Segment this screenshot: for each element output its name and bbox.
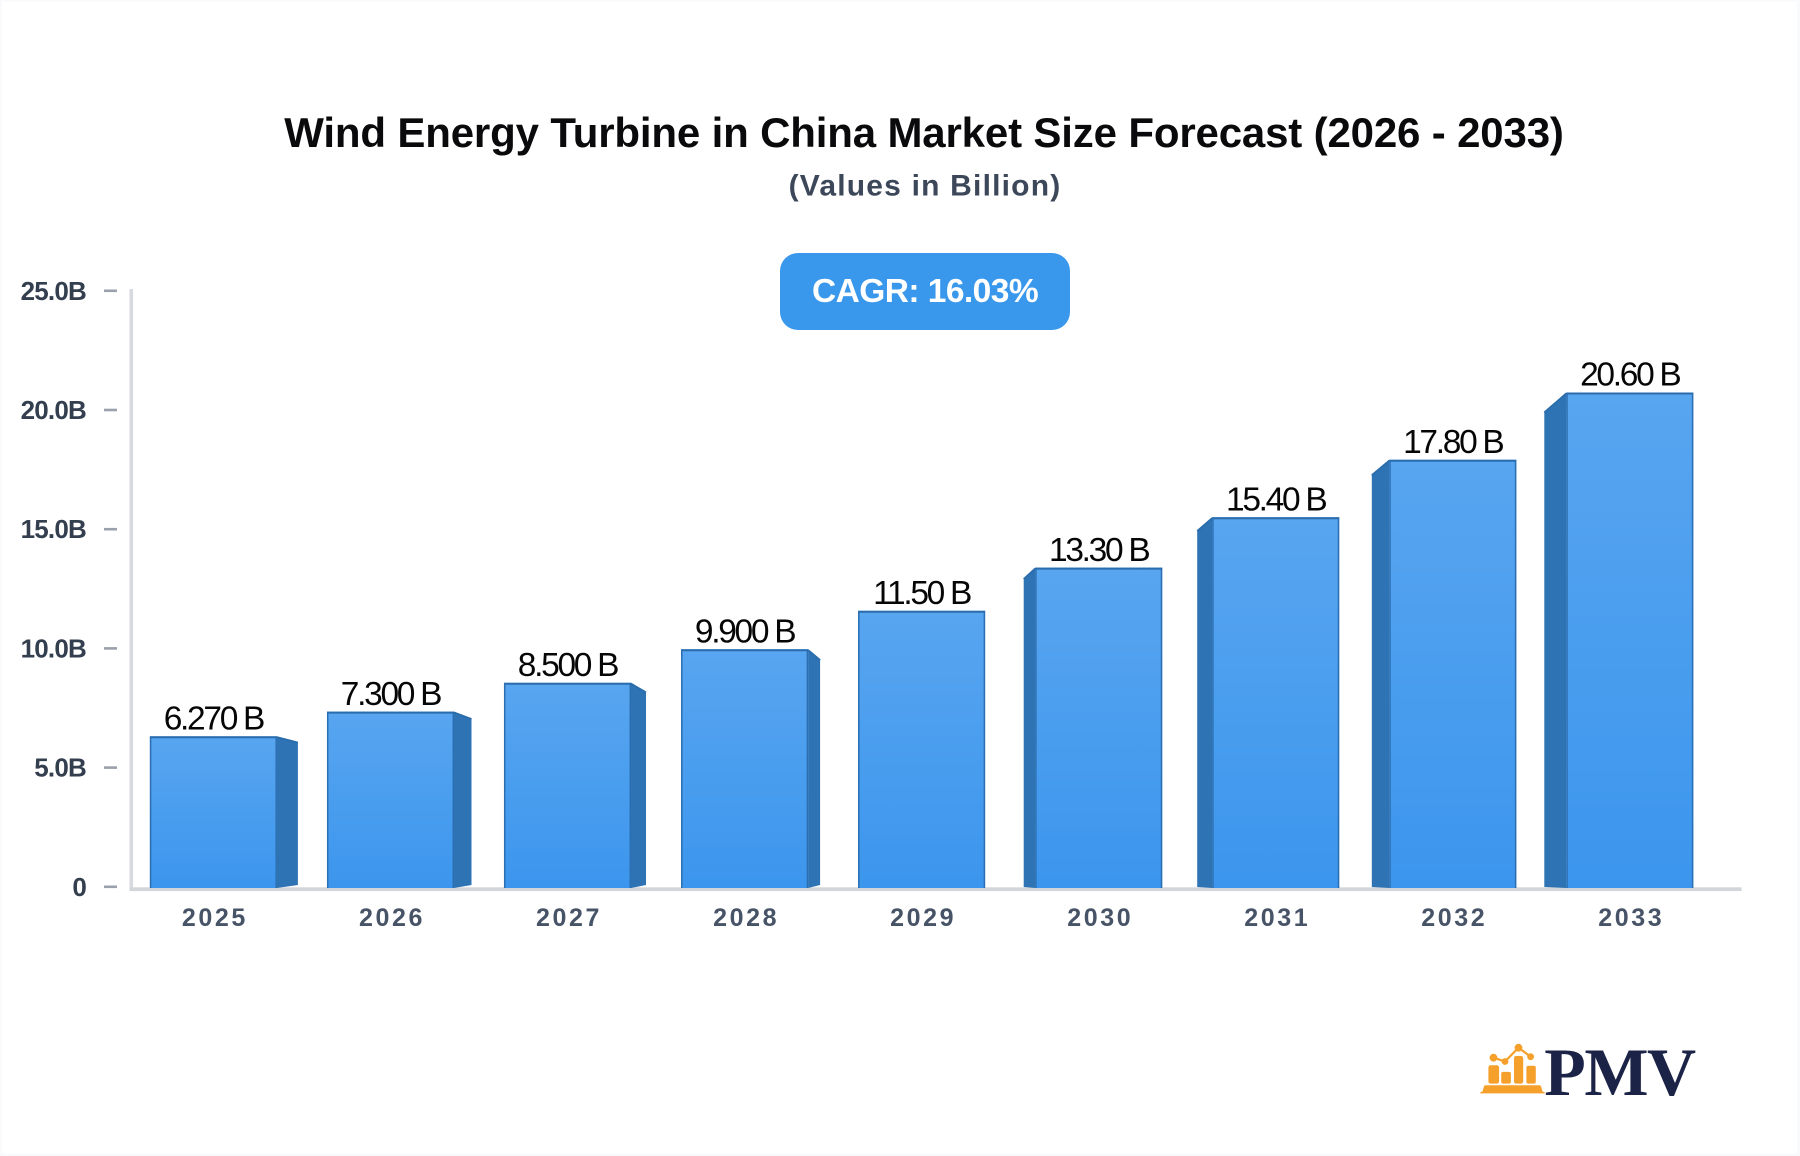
- svg-text:0: 0: [72, 872, 86, 902]
- svg-text:5.0B: 5.0B: [34, 753, 86, 783]
- svg-text:15.0B: 15.0B: [21, 514, 86, 544]
- svg-text:2032: 2032: [1421, 904, 1487, 932]
- svg-text:2029: 2029: [890, 904, 956, 932]
- svg-text:(Values in Billion): (Values in Billion): [789, 170, 1062, 203]
- svg-text:6.270 B: 6.270 B: [164, 701, 264, 738]
- svg-text:11.50 B: 11.50 B: [873, 575, 971, 612]
- svg-text:13.30 B: 13.30 B: [1049, 532, 1149, 569]
- svg-text:17.80 B: 17.80 B: [1403, 424, 1503, 461]
- svg-text:2025: 2025: [182, 904, 248, 932]
- svg-text:2026: 2026: [359, 904, 425, 932]
- svg-text:7.300 B: 7.300 B: [341, 676, 441, 713]
- svg-text:25.0B: 25.0B: [21, 276, 86, 306]
- svg-text:2033: 2033: [1598, 904, 1664, 932]
- svg-text:20.60 B: 20.60 B: [1580, 357, 1680, 394]
- svg-text:2031: 2031: [1244, 904, 1310, 932]
- svg-text:20.0B: 20.0B: [21, 395, 86, 425]
- svg-text:15.40 B: 15.40 B: [1226, 481, 1326, 518]
- svg-text:PMV: PMV: [1544, 1034, 1696, 1110]
- svg-text:CAGR: 16.03%: CAGR: 16.03%: [812, 273, 1038, 310]
- svg-text:2030: 2030: [1067, 904, 1133, 932]
- svg-text:Wind Energy Turbine in China M: Wind Energy Turbine in China Market Size…: [284, 109, 1563, 156]
- svg-text:10.0B: 10.0B: [21, 633, 86, 663]
- svg-text:2028: 2028: [713, 904, 779, 932]
- svg-text:8.500 B: 8.500 B: [518, 647, 618, 684]
- svg-text:9.900 B: 9.900 B: [695, 613, 795, 650]
- svg-text:2027: 2027: [536, 904, 602, 932]
